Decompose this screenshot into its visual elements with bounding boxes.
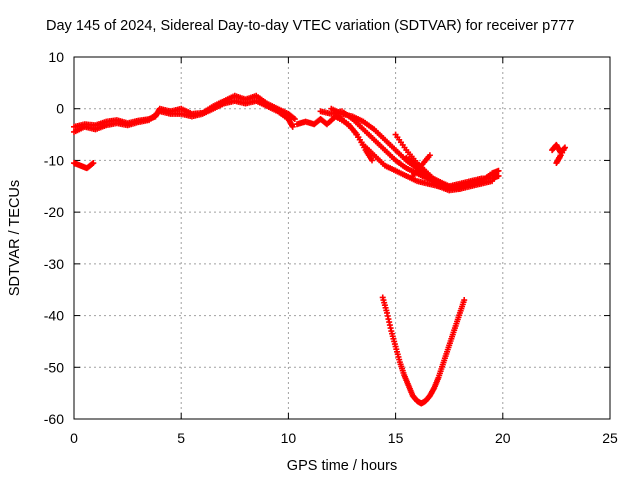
- series-track-k: [379, 294, 468, 407]
- data-point: [435, 180, 442, 187]
- y-tick-label: -40: [44, 308, 64, 324]
- series-track-g: [332, 113, 376, 164]
- y-tick-label: -60: [44, 411, 64, 427]
- y-tick-label: 0: [56, 101, 64, 117]
- data-point: [426, 152, 433, 159]
- data-point: [557, 152, 564, 159]
- y-axis-label: SDTVAR / TECUs: [7, 180, 23, 296]
- x-tick-label: 0: [70, 430, 78, 446]
- y-tick-label: -20: [44, 204, 64, 220]
- series-track-c: [71, 160, 97, 172]
- series-track-j: [409, 152, 433, 179]
- data-point: [291, 116, 298, 123]
- series-track-b: [71, 97, 296, 135]
- data-point: [495, 167, 502, 174]
- x-tick-label: 20: [495, 430, 511, 446]
- series-track-l: [549, 141, 568, 167]
- y-tick-label: 10: [48, 49, 64, 65]
- data-point: [89, 160, 96, 167]
- plot-frame: [73, 56, 611, 420]
- x-axis-label: GPS time / hours: [287, 458, 397, 474]
- y-tick-label: -50: [44, 359, 64, 375]
- data-point: [461, 297, 468, 304]
- data-point: [90, 160, 97, 167]
- grid-lines: [74, 57, 610, 419]
- series-track-i: [392, 131, 442, 187]
- y-tick-label: -10: [44, 152, 64, 168]
- data-point: [369, 157, 376, 164]
- axis-ticks: 0 5 10 15 20 25 10 0 -10 -20 -30 -40 -50 -60: [44, 49, 618, 446]
- chart-title: Day 145 of 2024, Sidereal Day-to-day VTE…: [46, 18, 575, 34]
- data-point: [489, 178, 496, 185]
- data-point: [290, 115, 297, 122]
- x-tick-label: 25: [602, 430, 618, 446]
- x-tick-label: 15: [388, 430, 404, 446]
- x-tick-label: 5: [177, 430, 185, 446]
- data-point: [495, 172, 502, 179]
- data-points: [71, 92, 568, 407]
- y-tick-label: -30: [44, 256, 64, 272]
- data-point: [289, 123, 296, 130]
- x-tick-label: 10: [281, 430, 297, 446]
- data-point: [456, 185, 463, 192]
